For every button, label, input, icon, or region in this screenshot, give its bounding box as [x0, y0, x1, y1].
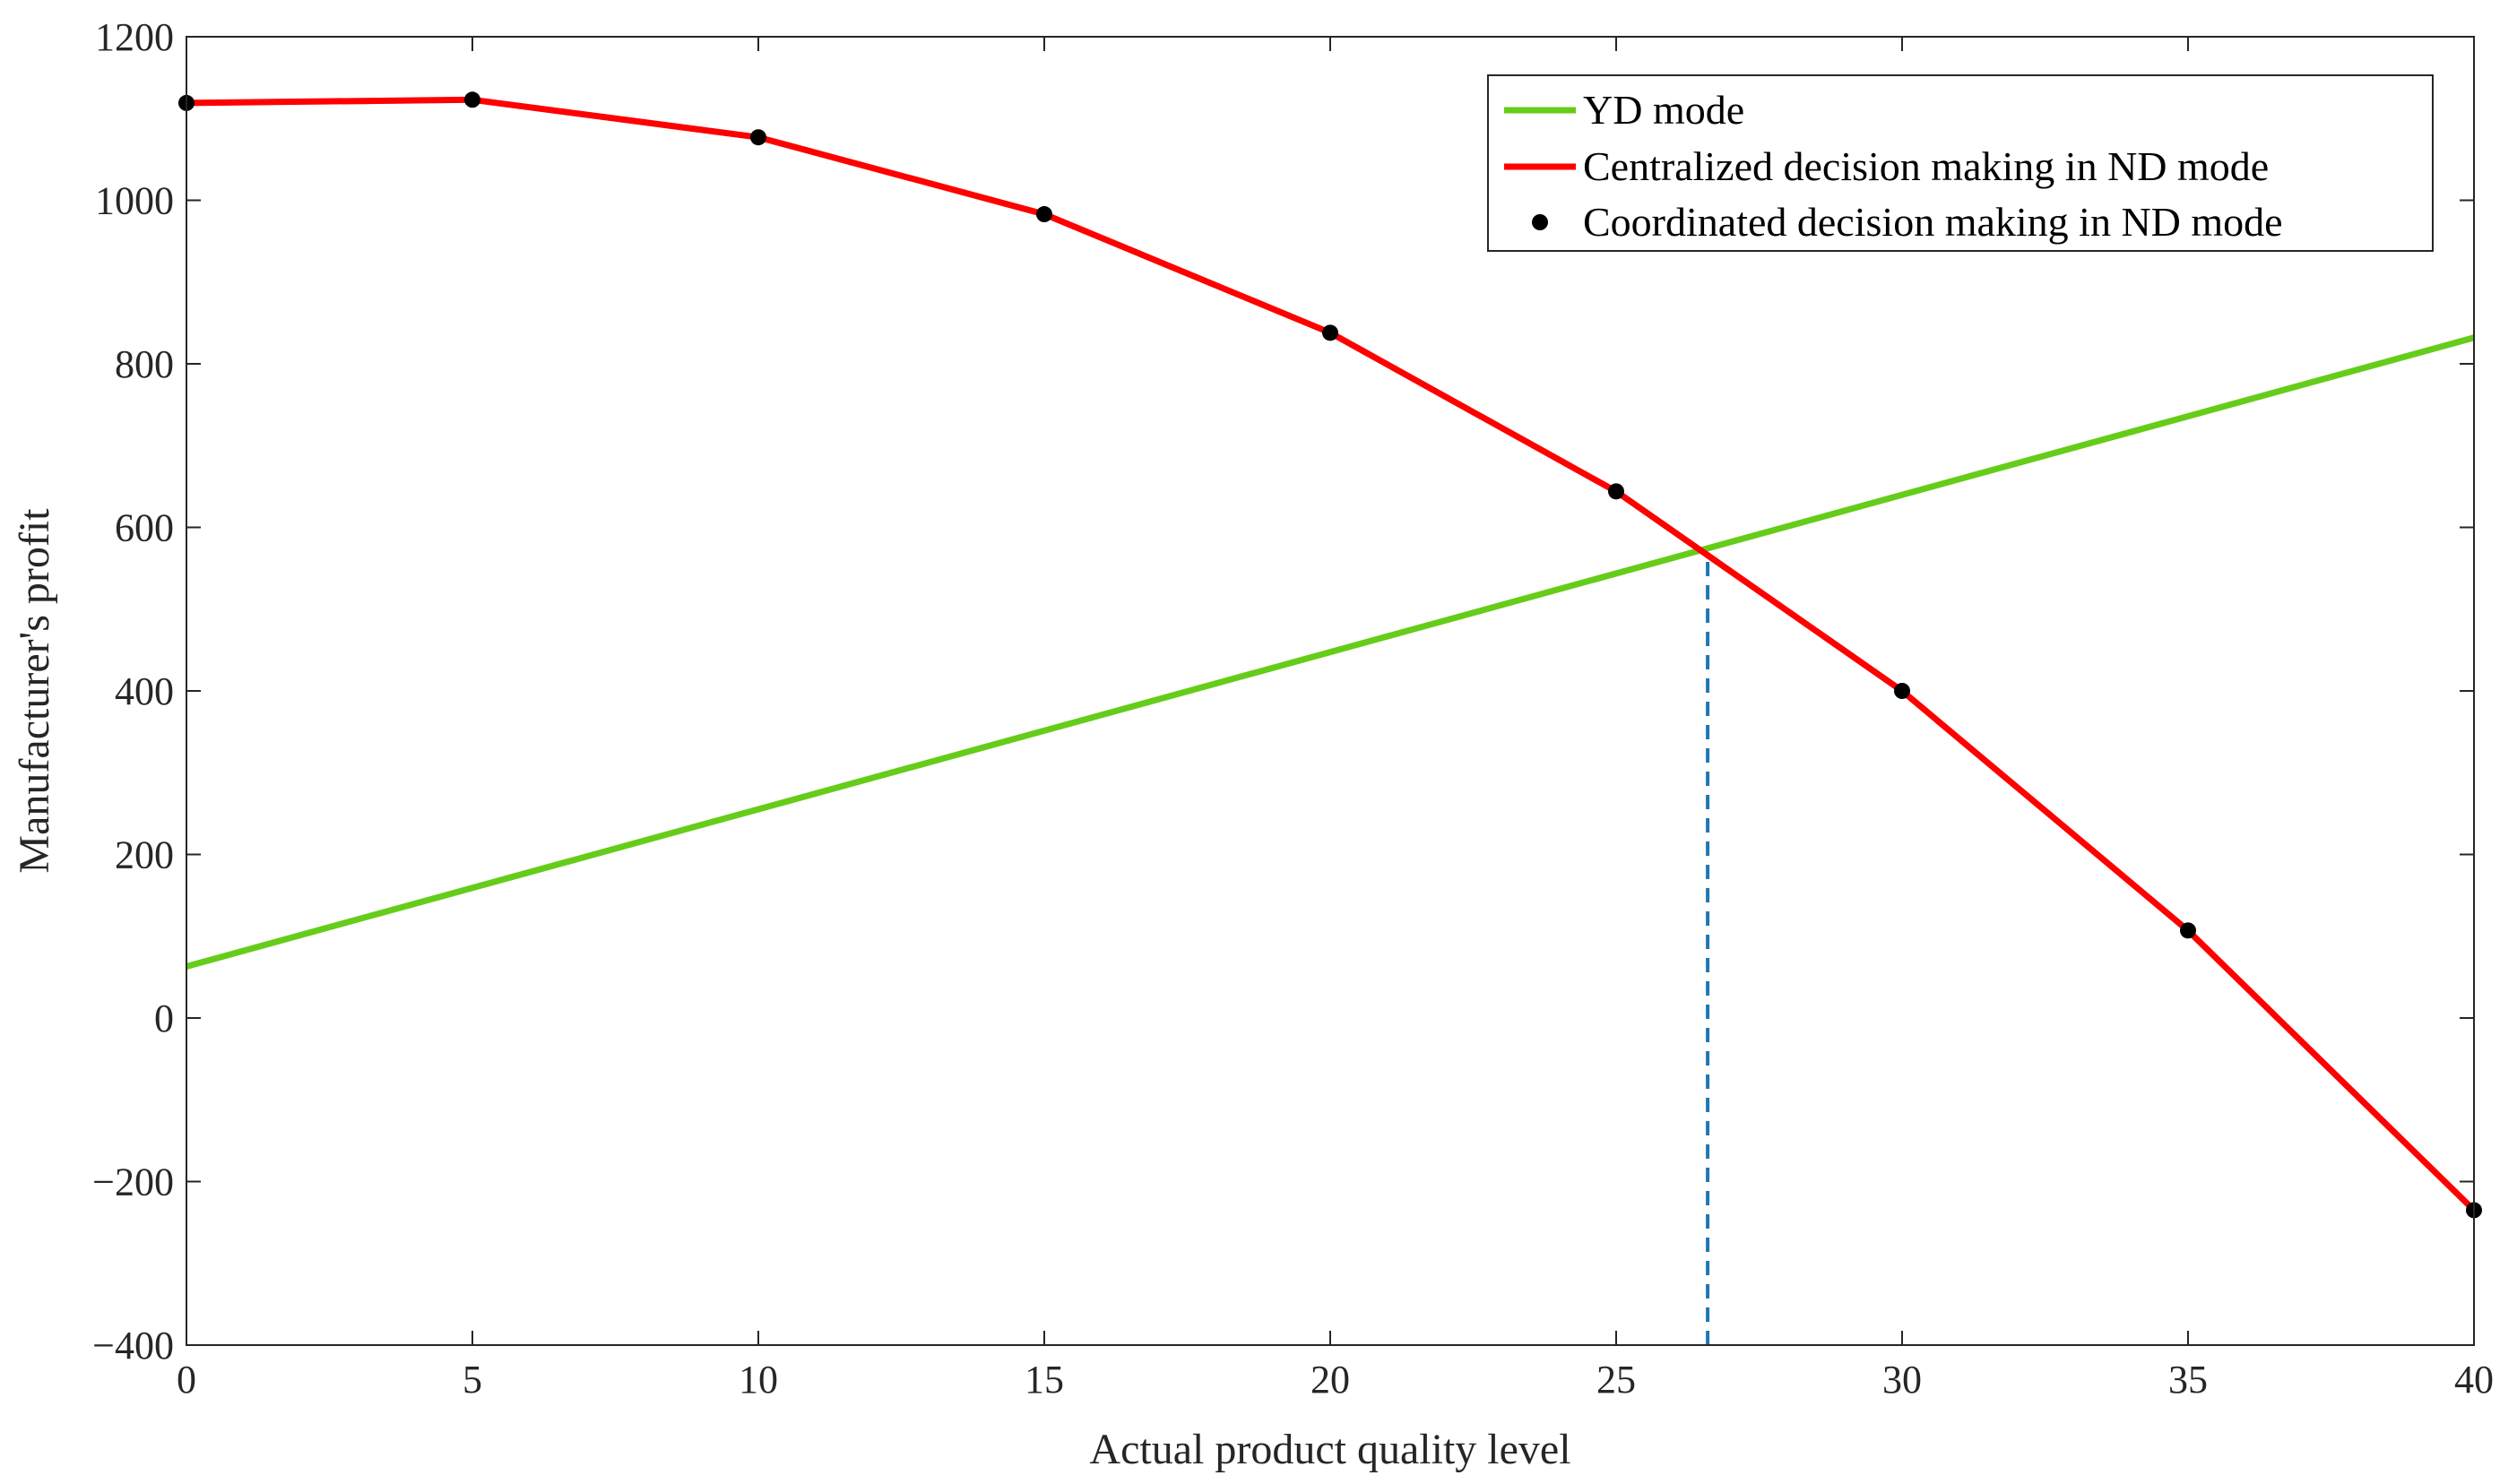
- series-line-yd-mode: [186, 334, 2475, 970]
- legend-marker-coordinated: [1532, 214, 1548, 230]
- data-point-marker: [1322, 324, 1338, 341]
- y-tick-label: 400: [115, 669, 174, 713]
- y-tick-label: 1000: [95, 179, 174, 223]
- plot-frame: [186, 36, 2475, 1346]
- x-tick-label: 20: [1310, 1358, 1350, 1402]
- x-tick-label: 35: [2168, 1358, 2208, 1402]
- data-point-marker: [1894, 683, 1910, 699]
- x-tick-label: 5: [463, 1358, 482, 1402]
- y-tick-label: 600: [115, 506, 174, 550]
- axes: 0 5 10 15 20 25 30 35 40 −400 −200 0 200 400 600 800 100…: [92, 15, 2494, 1402]
- plot-background: [186, 37, 2474, 1345]
- y-axis-label: Manufacturer's profit: [11, 508, 58, 874]
- y-tick-label: 800: [115, 342, 174, 386]
- x-tick-label: 40: [2454, 1358, 2494, 1402]
- y-tick-label: −200: [92, 1160, 174, 1204]
- y-tick-label: 0: [154, 997, 174, 1040]
- x-tick-label: 30: [1882, 1358, 1922, 1402]
- data-point-marker: [2180, 922, 2196, 939]
- data-layer: [178, 91, 2482, 1345]
- y-tick-label: 200: [115, 833, 174, 877]
- legend-label-centralized: Centralized decision making in ND mode: [1583, 143, 2269, 189]
- legend: YD mode Centralized decision making in N…: [1487, 74, 2434, 252]
- x-tick-label: 25: [1596, 1358, 1636, 1402]
- y-tick-label: 1200: [95, 15, 174, 59]
- data-point-marker: [1608, 483, 1624, 500]
- data-point-marker: [750, 129, 766, 146]
- x-tick-label: 15: [1025, 1358, 1064, 1402]
- legend-label-yd-mode: YD mode: [1583, 87, 1744, 133]
- x-tick-label: 10: [739, 1358, 778, 1402]
- legend-box: [1487, 74, 2434, 252]
- x-tick-label: 0: [177, 1358, 196, 1402]
- y-tick-label: −400: [92, 1324, 174, 1368]
- legend-label-coordinated: Coordinated decision making in ND mode: [1583, 199, 2283, 245]
- x-axis-label: Actual product quality level: [1089, 1426, 1570, 1473]
- data-point-marker: [464, 91, 480, 108]
- data-point-marker: [1036, 206, 1052, 223]
